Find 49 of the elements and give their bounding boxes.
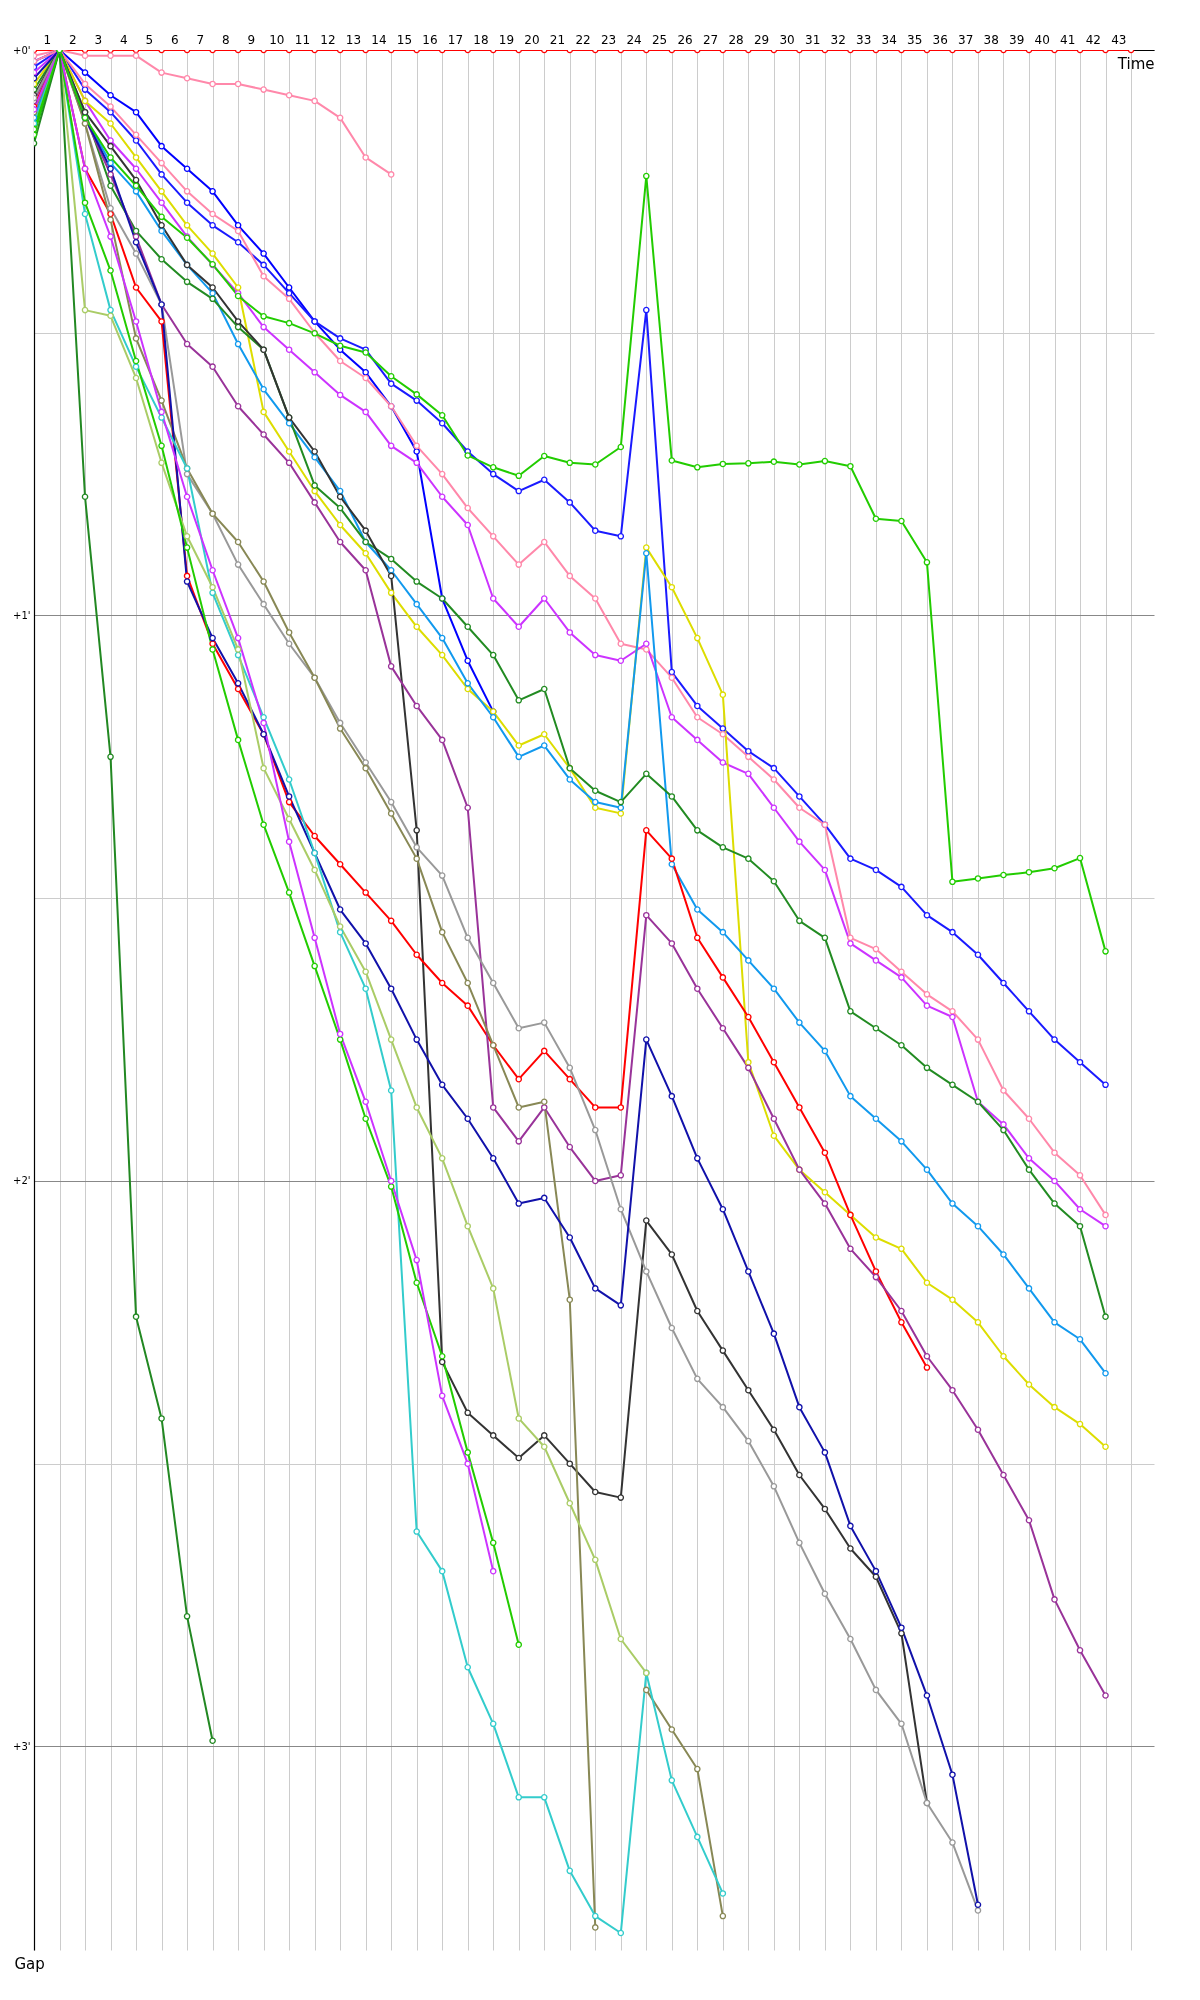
x-tick-label: 11	[294, 32, 311, 47]
x-tick-label: 27	[702, 32, 719, 47]
x-tick-label: 31	[804, 32, 821, 47]
x-tick-label: 7	[196, 32, 205, 47]
x-tick-label: 13	[345, 32, 362, 47]
x-tick-label: 26	[677, 32, 693, 47]
x-tick-label: 19	[498, 32, 515, 47]
x-tick-label: 34	[881, 32, 897, 47]
y-axis-title: Gap	[14, 1954, 45, 1973]
x-tick-label: 30	[779, 32, 795, 47]
x-tick-label: 23	[600, 32, 617, 47]
x-tick-label: 2	[68, 32, 77, 47]
x-tick-label: 39	[1009, 32, 1025, 47]
x-tick-label: 32	[830, 32, 846, 47]
x-tick-label: 9	[247, 32, 256, 47]
x-tick-label: 22	[575, 32, 591, 47]
x-tick-label: 24	[626, 32, 642, 47]
x-axis-title: Time	[1116, 54, 1155, 73]
x-tick-label: 4	[119, 32, 128, 47]
x-tick-label: 21	[549, 32, 566, 47]
x-tick-label: 17	[447, 32, 464, 47]
x-tick-label: 33	[856, 32, 872, 47]
x-tick-label: 43	[1111, 32, 1127, 47]
y-tick-label: +2'	[13, 1175, 31, 1187]
y-tick-label: +3'	[13, 1740, 31, 1752]
x-tick-label: 42	[1085, 32, 1101, 47]
x-tick-label: 14	[371, 32, 387, 47]
x-tick-label: 38	[983, 32, 999, 47]
x-tick-label: 36	[932, 32, 948, 47]
x-tick-label: 41	[1060, 32, 1076, 47]
x-tick-label: 8	[222, 32, 230, 47]
x-tick-label: 29	[753, 32, 770, 47]
x-tick-label: 28	[728, 32, 744, 47]
x-tick-label: 10	[269, 32, 285, 47]
x-tick-label: 15	[396, 32, 413, 47]
x-tick-label: 40	[1034, 32, 1050, 47]
x-tick-label: 12	[320, 32, 336, 47]
y-tick-label: +1'	[13, 609, 31, 621]
x-tick-label: 35	[907, 32, 923, 47]
x-tick-label: 18	[473, 32, 489, 47]
x-tick-label: 6	[171, 32, 179, 47]
x-tick-label: 16	[422, 32, 438, 47]
x-tick-label: 37	[958, 32, 974, 47]
x-tick-label: 3	[94, 32, 103, 47]
x-tick-label: 25	[651, 32, 668, 47]
x-tick-label: 5	[145, 32, 154, 47]
x-tick-label: 20	[524, 32, 540, 47]
x-tick-label: 1	[43, 32, 52, 47]
y-tick-label: +0'	[13, 44, 31, 56]
